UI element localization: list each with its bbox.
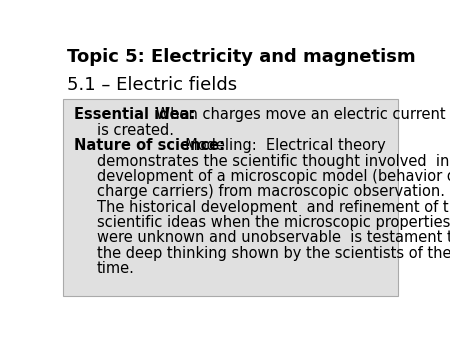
Text: charge carriers) from macroscopic observation.: charge carriers) from macroscopic observ… <box>97 184 445 199</box>
Text: Essential idea:: Essential idea: <box>74 107 195 122</box>
Text: were unknown and unobservable  is testament to: were unknown and unobservable is testame… <box>97 230 450 245</box>
Text: scientific ideas when the microscopic properties: scientific ideas when the microscopic pr… <box>97 215 450 230</box>
Text: is created.: is created. <box>97 123 174 138</box>
Text: The historical development  and refinement of these: The historical development and refinemen… <box>97 199 450 215</box>
Text: the deep thinking shown by the scientists of the: the deep thinking shown by the scientist… <box>97 246 450 261</box>
Text: development of a microscopic model (behavior of: development of a microscopic model (beha… <box>97 169 450 184</box>
Text: When charges move an electric current: When charges move an electric current <box>151 107 446 122</box>
FancyBboxPatch shape <box>63 99 398 296</box>
Text: Topic 5: Electricity and magnetism: Topic 5: Electricity and magnetism <box>67 48 415 66</box>
Text: 5.1 – Electric fields: 5.1 – Electric fields <box>67 76 237 94</box>
Text: Nature of science:: Nature of science: <box>74 138 225 153</box>
Text: Modeling:  Electrical theory: Modeling: Electrical theory <box>176 138 385 153</box>
Text: time.: time. <box>97 261 135 276</box>
Text: demonstrates the scientific thought involved  in the: demonstrates the scientific thought invo… <box>97 153 450 169</box>
